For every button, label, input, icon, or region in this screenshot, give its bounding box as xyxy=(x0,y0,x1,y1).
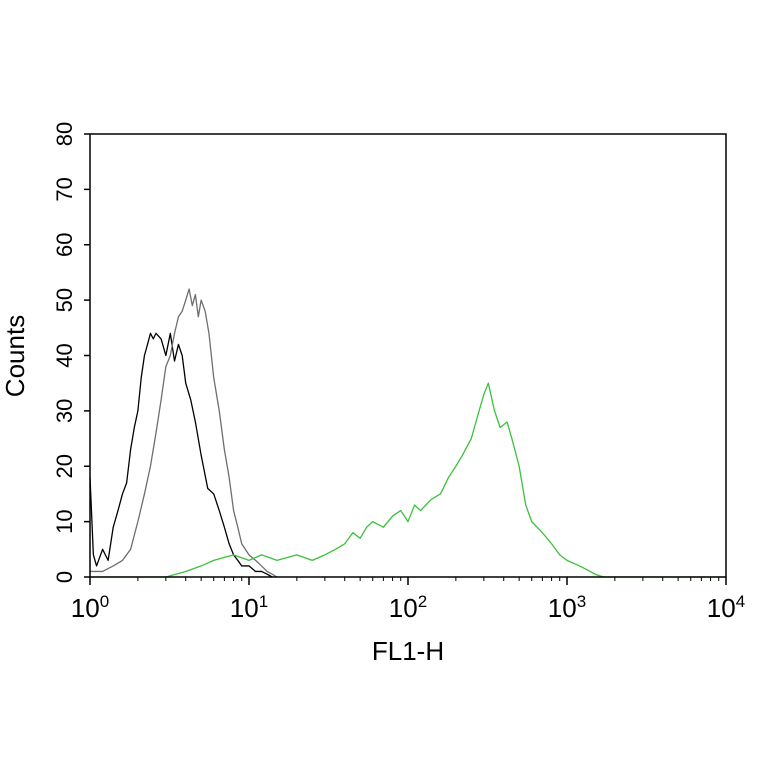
y-tick-label: 20 xyxy=(52,454,77,478)
series-line-2 xyxy=(90,288,278,578)
y-tick-label: 0 xyxy=(52,571,77,583)
x-axis-label: FL1-H xyxy=(372,636,444,666)
series-line-3 xyxy=(90,382,726,578)
y-tick-label: 80 xyxy=(52,122,77,146)
x-tick-label: 104 xyxy=(707,592,745,623)
y-tick-label: 30 xyxy=(52,399,77,423)
y-tick-label: 50 xyxy=(52,288,77,312)
y-tick-label: 60 xyxy=(52,233,77,257)
y-tick-label: 40 xyxy=(52,343,77,367)
x-tick-label: 101 xyxy=(230,592,268,623)
tick-layer: 0 10 20 30 40 50 60 70 80 100 101 102 103 104 xyxy=(52,122,745,623)
y-axis-label: Counts xyxy=(0,315,30,397)
x-tick-label: 100 xyxy=(71,592,109,623)
y-tick-label: 10 xyxy=(52,509,77,533)
x-tick-label: 102 xyxy=(389,592,427,623)
x-tick-label: 103 xyxy=(548,592,586,623)
y-tick-label: 70 xyxy=(52,177,77,201)
series-line-1 xyxy=(89,332,273,578)
series-layer xyxy=(89,288,726,578)
